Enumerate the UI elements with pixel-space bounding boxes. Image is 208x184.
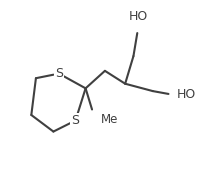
- Text: Me: Me: [101, 113, 119, 126]
- Text: S: S: [55, 67, 63, 80]
- Text: HO: HO: [128, 10, 148, 23]
- Text: S: S: [72, 114, 79, 127]
- Text: HO: HO: [177, 88, 196, 101]
